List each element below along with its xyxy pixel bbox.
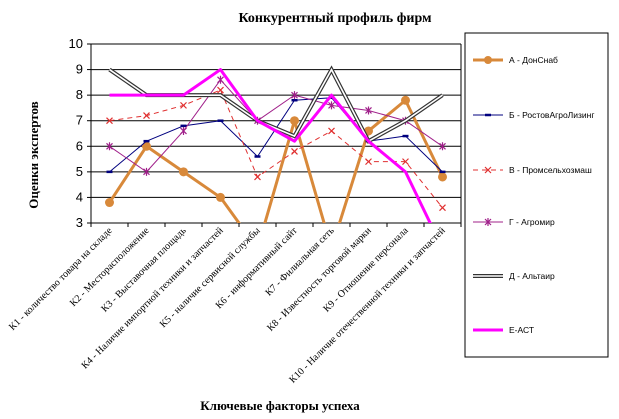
data-point — [180, 101, 187, 109]
series-3 — [106, 86, 446, 212]
data-point — [439, 142, 446, 151]
legend-marker — [484, 166, 492, 174]
data-point — [106, 117, 113, 125]
legend-item-5: Д - Альтаир — [473, 271, 555, 281]
data-point — [105, 198, 114, 208]
y-tick-label: 9 — [76, 62, 83, 77]
y-axis-title: Оценки экспертов — [26, 101, 41, 208]
data-point — [438, 172, 447, 182]
legend-item-4: Г - Агромир — [473, 217, 555, 227]
x-tick-label: К4 - Наличие импортной техники и запчаст… — [80, 225, 226, 371]
data-point — [402, 158, 409, 166]
legend-item-6: Е-АСТ — [473, 325, 534, 335]
series-1 — [105, 95, 447, 253]
y-tick-label: 10 — [69, 36, 83, 51]
legend-label: Д - Альтаир — [509, 271, 555, 281]
series-4 — [106, 75, 446, 176]
series-line — [109, 68, 432, 223]
data-point — [143, 112, 150, 120]
x-axis-title: Ключевые факторы успеха — [200, 398, 360, 413]
data-point — [180, 126, 187, 135]
legend-label: Б - РостовАгроЛизинг — [509, 110, 594, 120]
y-tick-label: 3 — [76, 215, 83, 230]
legend-marker — [484, 56, 492, 64]
data-point — [217, 86, 224, 94]
legend-label: Е-АСТ — [509, 325, 534, 335]
legend-item-3: В - Промсельхозмаш — [473, 165, 592, 175]
data-point — [143, 167, 150, 176]
legend-label: Г - Агромир — [509, 217, 555, 227]
data-point — [365, 158, 372, 166]
y-tick-label: 4 — [76, 189, 83, 204]
data-point — [290, 116, 299, 126]
legend-label: А - ДонСнаб — [509, 55, 558, 65]
legend-item-2: Б - РостовАгроЛизинг — [473, 110, 594, 120]
data-point — [401, 95, 410, 105]
data-point — [106, 142, 113, 151]
legend-label: В - Промсельхозмаш — [509, 165, 592, 175]
data-point — [216, 192, 225, 202]
y-tick-label: 8 — [76, 87, 83, 102]
data-point — [291, 91, 298, 100]
data-point — [217, 75, 224, 84]
y-tick-label: 5 — [76, 164, 83, 179]
legend-marker — [484, 218, 492, 226]
data-point — [291, 147, 298, 155]
data-point — [179, 167, 188, 177]
y-tick-label: 7 — [76, 113, 83, 128]
data-point — [328, 101, 335, 110]
data-point — [439, 204, 446, 212]
data-point — [328, 245, 336, 253]
series-layer — [105, 65, 447, 253]
y-tick-label: 6 — [76, 138, 83, 153]
legend-item-1: А - ДонСнаб — [473, 55, 558, 65]
data-point — [254, 245, 262, 253]
series-line — [109, 89, 443, 208]
series-line — [109, 79, 443, 173]
data-point — [365, 106, 372, 115]
data-point — [254, 173, 261, 181]
series-6 — [109, 68, 432, 223]
legend-box — [464, 32, 609, 358]
legend: А - ДонСнаб Б - РостовАгроЛизинг В - Промс… — [464, 32, 609, 358]
x-tick-label: К7 - Филиальная сеть — [263, 225, 336, 298]
chart-title: Конкурентный профиль фирм — [238, 11, 432, 26]
data-point — [328, 127, 335, 135]
